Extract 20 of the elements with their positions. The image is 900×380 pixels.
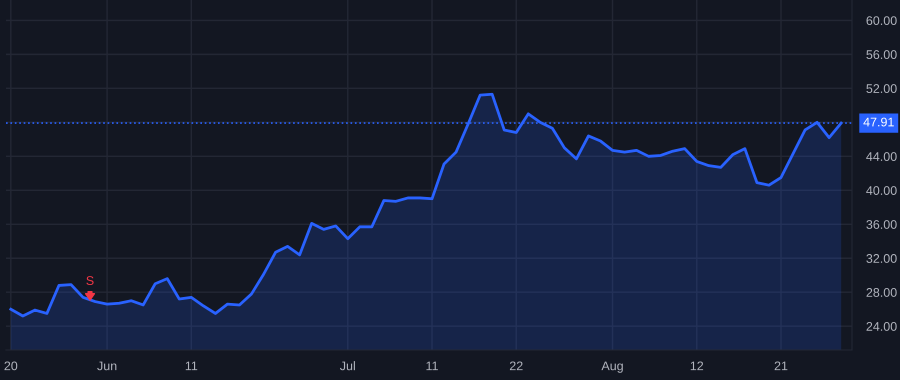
x-tick-label: 11 (426, 362, 438, 370)
x-tick-label: 11 (186, 362, 198, 370)
annotation: S (86, 276, 94, 286)
y-tick-label: 36.00 (866, 220, 897, 229)
y-tick-label: 56.00 (866, 50, 897, 60)
x-tick-label: Jun (97, 362, 116, 370)
ref-line-label: 47.91 (863, 118, 894, 126)
y-tick-label: 28.00 (866, 288, 897, 297)
y-tick-label: 40.00 (866, 186, 897, 195)
x-tick-label: Aug (601, 362, 623, 373)
x-tick-label: 21 (774, 361, 788, 370)
y-tick-label: 24.00 (866, 322, 897, 331)
x-tick-label: 12 (690, 361, 704, 370)
y-tick-label: 52.00 (866, 84, 897, 93)
x-tick-label: 20 (4, 361, 18, 370)
x-tick-label: Jul (340, 361, 355, 370)
y-tick-label: 60.00 (866, 16, 897, 26)
y-tick-label: 32.00 (866, 254, 897, 263)
y-tick-label: 44.00 (866, 152, 897, 161)
x-tick-label: 22 (510, 361, 523, 370)
